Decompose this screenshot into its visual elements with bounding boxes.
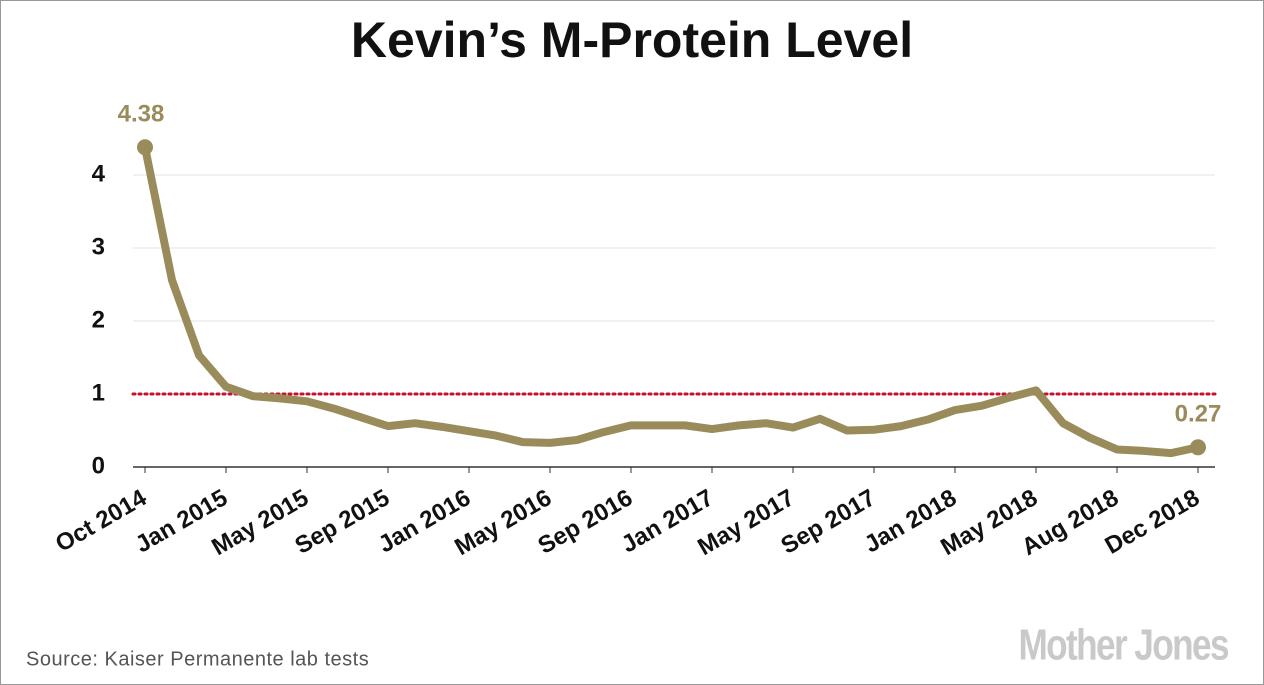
data-label: 0.27 <box>1175 401 1222 428</box>
y-tick-label: 3 <box>92 233 105 260</box>
y-tick-label: 0 <box>92 452 105 479</box>
y-tick-label: 2 <box>92 306 105 333</box>
y-tick-label: 4 <box>92 160 106 187</box>
data-label: 4.38 <box>118 101 165 128</box>
source: Source: Kaiser Permanente lab tests <box>26 648 369 670</box>
y-tick-label: 1 <box>92 379 105 406</box>
data-line <box>141 146 1199 458</box>
chart-title: Kevin’s M-Protein Level <box>351 12 913 68</box>
end-point <box>137 139 153 156</box>
end-point <box>1190 439 1206 456</box>
logo: Mother Jones <box>1018 621 1228 670</box>
